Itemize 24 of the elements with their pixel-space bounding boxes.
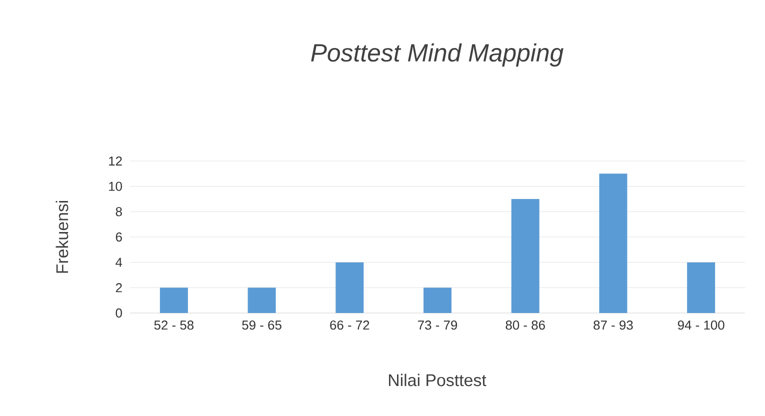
x-tick-label: 80 - 86 bbox=[506, 320, 545, 330]
y-tick-label: 6 bbox=[116, 232, 122, 242]
y-tick-label: 0 bbox=[116, 308, 122, 318]
x-tick-label: 87 - 93 bbox=[594, 320, 633, 330]
y-tick-label: 2 bbox=[116, 283, 122, 292]
y-tick-label: 8 bbox=[116, 207, 122, 216]
bar bbox=[248, 288, 276, 313]
y-tick-label: 12 bbox=[109, 156, 122, 166]
x-axis-title: Nilai Posttest bbox=[388, 374, 486, 386]
bar bbox=[599, 174, 628, 313]
bar bbox=[160, 288, 188, 313]
x-tick-label: 59 - 65 bbox=[242, 320, 282, 330]
y-tick-label: 10 bbox=[109, 182, 122, 191]
bar bbox=[424, 288, 452, 313]
x-tick-label: 66 - 72 bbox=[330, 320, 370, 330]
bar bbox=[687, 262, 716, 313]
bar bbox=[336, 262, 364, 313]
x-tick-label: 52 - 58 bbox=[154, 320, 194, 330]
x-tick-label: 73 - 79 bbox=[418, 320, 458, 330]
y-tick-label: 4 bbox=[116, 258, 122, 267]
x-tick-label: 94 - 100 bbox=[678, 320, 724, 330]
y-axis-title: Frekuensi bbox=[56, 200, 68, 273]
chart-title: Posttest Mind Mapping bbox=[311, 43, 564, 67]
bar bbox=[511, 199, 540, 313]
